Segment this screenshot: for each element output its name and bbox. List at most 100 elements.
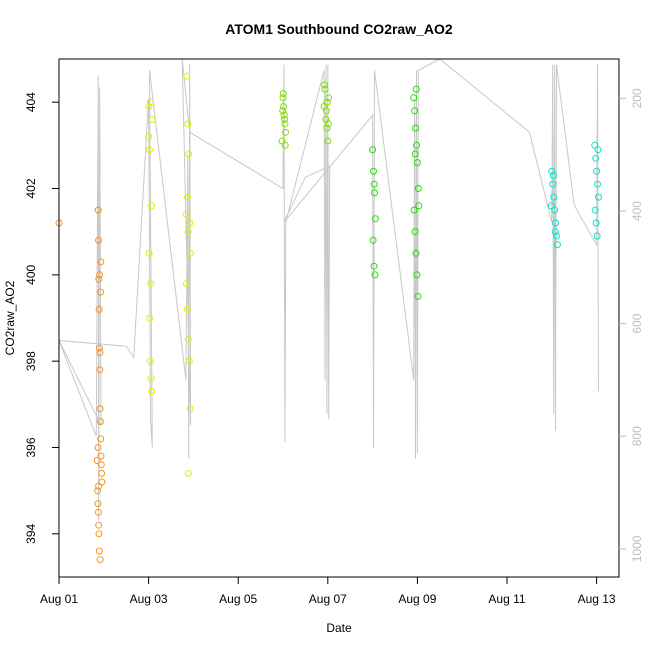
data-point: [371, 215, 379, 223]
data-point: [97, 452, 105, 460]
x-axis-label: Date: [326, 621, 352, 635]
data-point: [98, 478, 106, 486]
data-point: [98, 469, 106, 477]
secondary-series-line: [58, 58, 599, 521]
data-point: [594, 146, 602, 154]
data-point: [411, 107, 419, 115]
data-point: [148, 387, 156, 395]
data-point: [324, 137, 332, 145]
data-point: [369, 236, 377, 244]
data-point: [93, 457, 101, 464]
y-tick-label: 394: [24, 524, 38, 544]
data-point: [324, 120, 332, 128]
data-point: [323, 98, 331, 106]
data-point: [370, 262, 378, 270]
y-axis-label: CO2raw_AO2: [3, 280, 17, 355]
data-point: [183, 72, 191, 80]
data-point: [96, 418, 104, 426]
data-point: [97, 288, 104, 296]
data-point: [184, 193, 191, 201]
data-point: [147, 280, 155, 287]
data-point: [551, 228, 559, 236]
data-point: [279, 94, 287, 102]
data-point: [591, 206, 599, 214]
y-tick-label: 402: [24, 178, 38, 198]
data-point: [97, 461, 105, 469]
data-point: [552, 219, 559, 227]
data-point: [184, 120, 192, 128]
data-point: [282, 128, 289, 136]
data-point: [94, 508, 102, 516]
data-point: [413, 271, 421, 279]
data-point: [411, 228, 419, 236]
data-point: [147, 202, 155, 210]
data-point: [593, 232, 601, 240]
x-axis: Aug 01 Aug 03 Aug 05 Aug 07 Aug 09 Aug 11 Aug …: [40, 577, 616, 606]
secondary-line-layer: [58, 58, 599, 521]
data-point: [96, 556, 104, 564]
data-point: [413, 159, 421, 167]
y2-tick-label: 200: [630, 88, 644, 108]
data-point: [593, 167, 601, 175]
data-point: [145, 133, 153, 141]
data-point: [97, 435, 105, 443]
secondary-y-axis: 200 400 600 800 1000: [619, 88, 644, 562]
y2-tick-label: 400: [630, 201, 644, 221]
data-point: [184, 469, 192, 477]
data-point: [145, 103, 153, 110]
data-point: [549, 172, 557, 179]
data-point: [145, 249, 153, 257]
data-point: [323, 124, 331, 132]
y-tick-label: 396: [24, 437, 38, 457]
points-layer: [55, 72, 602, 564]
y2-tick-label: 800: [630, 426, 644, 446]
x-tick-label: Aug 05: [219, 592, 257, 606]
data-point: [147, 374, 155, 382]
data-point: [94, 444, 102, 451]
data-point: [371, 189, 378, 197]
data-point: [279, 107, 287, 115]
data-point: [183, 305, 191, 313]
data-point: [182, 210, 190, 218]
data-point: [186, 219, 194, 227]
x-tick-label: Aug 11: [488, 592, 525, 606]
y-tick-label: 404: [24, 92, 38, 112]
series-4: [547, 141, 602, 249]
data-point: [95, 275, 103, 283]
data-point: [553, 232, 560, 240]
x-tick-label: Aug 07: [309, 592, 347, 606]
x-tick-label: Aug 09: [398, 592, 436, 606]
data-point: [591, 141, 599, 149]
data-point: [369, 146, 377, 154]
data-point: [551, 206, 559, 214]
data-point: [322, 107, 330, 115]
data-point: [95, 521, 103, 529]
data-point: [95, 530, 103, 538]
data-point: [548, 167, 556, 175]
data-point: [279, 90, 287, 97]
data-point: [321, 85, 329, 93]
data-point: [94, 500, 102, 508]
data-point: [410, 206, 418, 214]
data-point: [280, 111, 288, 119]
data-point: [410, 94, 418, 102]
data-point: [187, 249, 195, 257]
data-point: [370, 167, 377, 175]
data-point: [553, 241, 561, 249]
data-point: [184, 336, 192, 344]
data-point: [146, 357, 154, 365]
plot-frame: [58, 58, 620, 578]
data-point: [549, 180, 557, 188]
data-point: [186, 405, 194, 413]
data-point: [592, 154, 600, 162]
data-point: [325, 94, 333, 102]
y2-tick-label: 600: [630, 313, 644, 333]
data-point: [412, 124, 419, 132]
data-point: [94, 206, 102, 214]
data-point: [371, 271, 379, 279]
data-point: [592, 219, 600, 227]
x-tick-label: Aug 03: [130, 592, 168, 606]
data-point: [184, 228, 192, 236]
y2-tick-label: 1000: [630, 535, 644, 562]
